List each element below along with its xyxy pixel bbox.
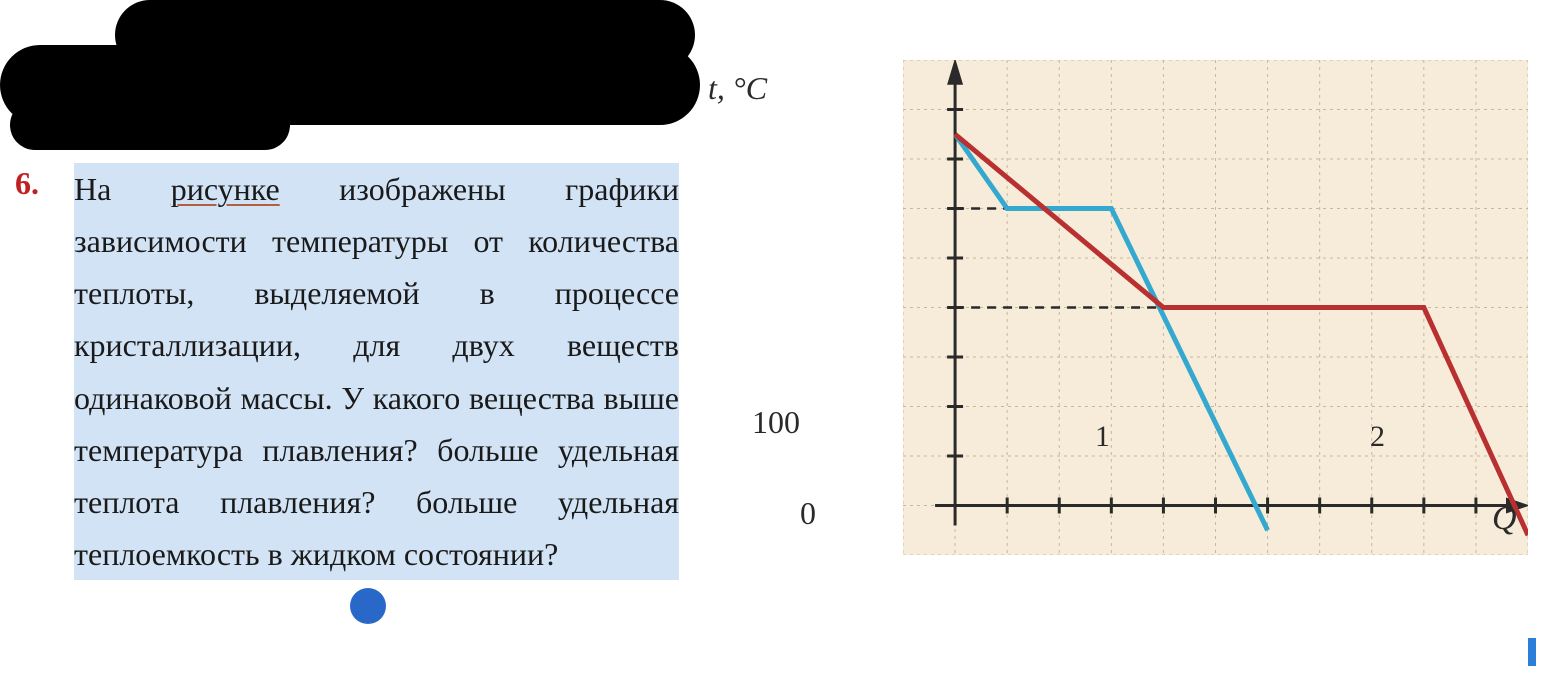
question-text-post: изображены графики зависимости температу… (74, 171, 679, 572)
redaction-mark (10, 100, 290, 150)
question-text-pre: На (74, 171, 171, 207)
selection-cursor-icon (350, 588, 386, 624)
chart-svg (903, 60, 1528, 555)
question-text: На рисунке изображены графики зависимост… (74, 163, 679, 580)
corner-mark (1528, 638, 1536, 666)
question-number: 6. (15, 165, 39, 202)
chart-series (955, 134, 1528, 535)
y-axis-tick-100: 100 (752, 404, 800, 441)
series-2-label: 2 (1370, 420, 1385, 454)
y-axis-label: t, °C (708, 70, 767, 107)
x-axis-label: Q (1492, 500, 1517, 538)
series-1-label: 1 (1095, 420, 1110, 454)
chart-area (903, 60, 1528, 555)
origin-label: 0 (800, 495, 816, 532)
question-text-underlined: рисунке (171, 171, 280, 207)
